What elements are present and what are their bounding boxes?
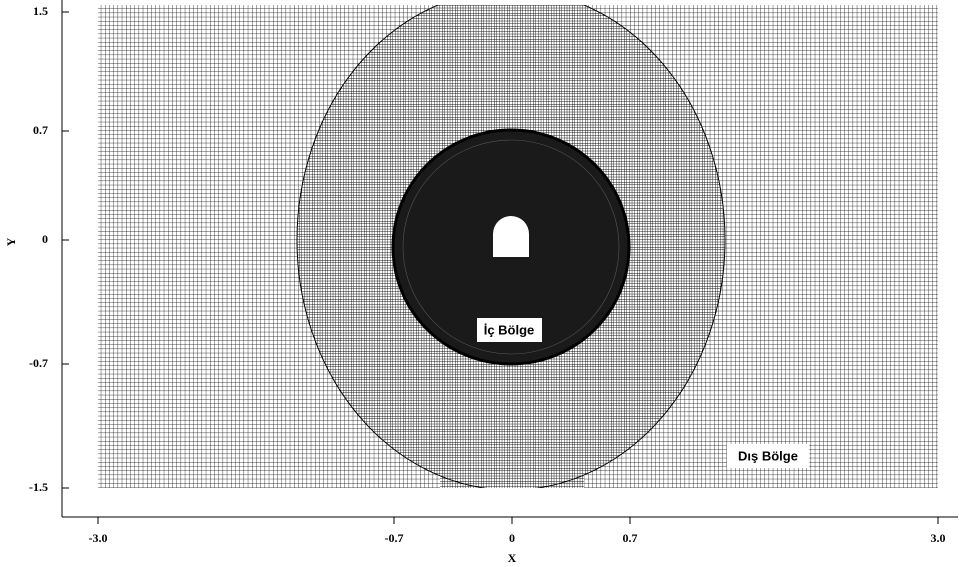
tunnel xyxy=(493,216,529,257)
x-tick-label: 0 xyxy=(509,531,515,545)
x-tick-label: 0.7 xyxy=(623,531,638,545)
mesh xyxy=(98,0,938,490)
chart: İç Bölge Dış Bölge X Y -3.0 -0.7 0 0.7 3.0 1.… xyxy=(0,0,959,567)
annotation: İç Bölge xyxy=(484,322,535,337)
y-axis-label: Y xyxy=(4,237,18,246)
y-tick-label: 0 xyxy=(42,232,48,246)
y-tick-label: 1.5 xyxy=(33,4,48,18)
y-tick-label: 0.7 xyxy=(33,123,48,137)
y-tick-label: -0.7 xyxy=(29,356,48,370)
annotation: Dış Bölge xyxy=(738,448,798,463)
x-tick-label: -3.0 xyxy=(89,531,108,545)
x-tick-label: -0.7 xyxy=(385,531,404,545)
x-axis-label: X xyxy=(508,551,517,565)
y-tick-label: -1.5 xyxy=(29,480,48,494)
x-tick-label: 3.0 xyxy=(931,531,946,545)
